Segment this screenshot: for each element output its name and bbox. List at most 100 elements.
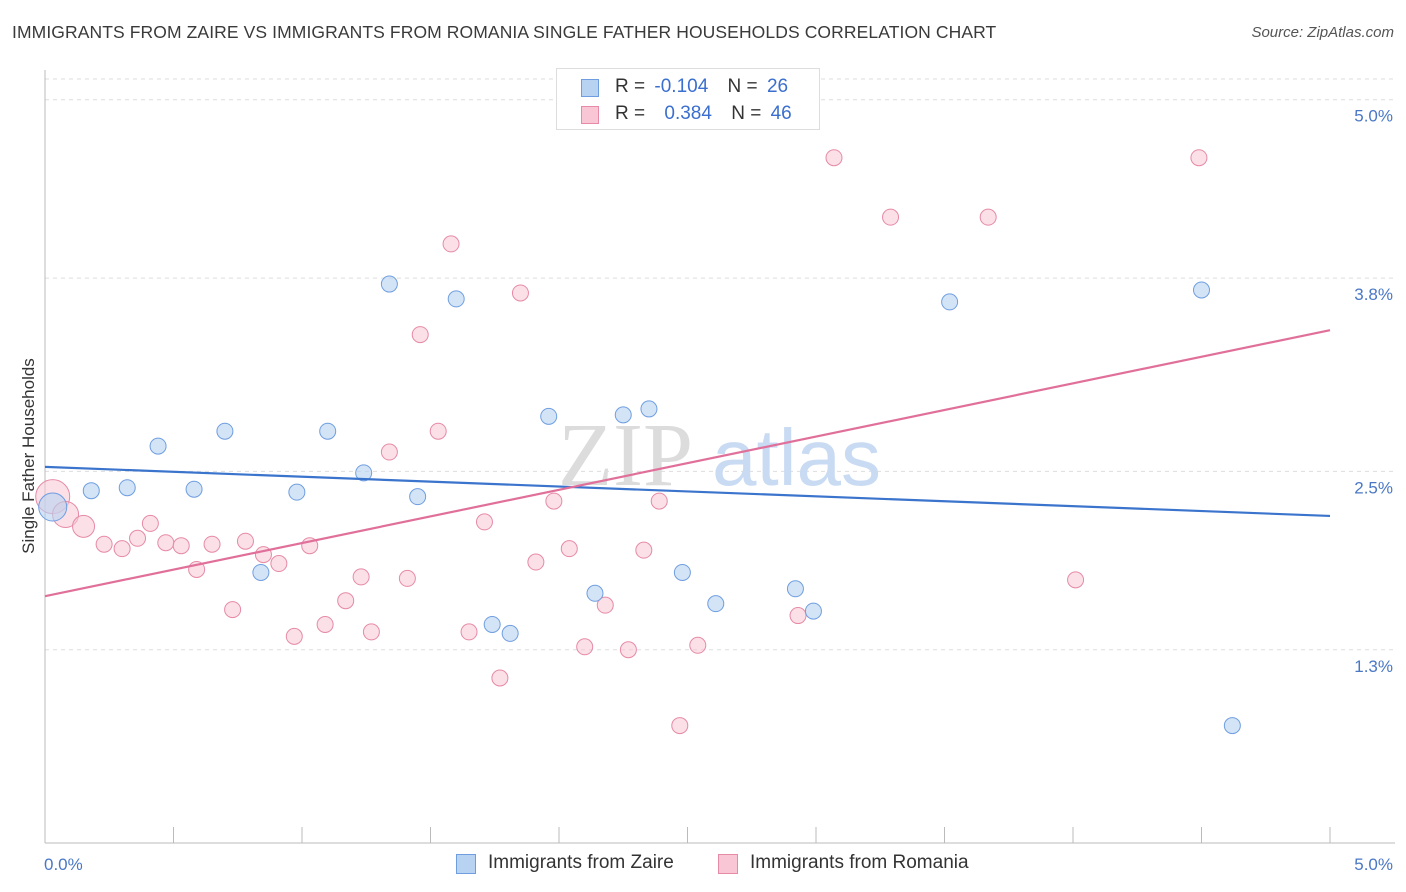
trend-line-zaire — [44, 465, 1331, 518]
point-zaire — [288, 483, 306, 501]
point-romania — [789, 607, 807, 625]
point-zaire — [82, 482, 100, 500]
point-romania — [527, 553, 545, 571]
point-romania — [352, 568, 370, 586]
y-tick-label: 1.3% — [1354, 657, 1393, 676]
axes — [44, 70, 1395, 844]
point-zaire — [540, 407, 558, 425]
point-romania — [380, 443, 398, 461]
point-zaire — [409, 488, 427, 506]
point-romania — [270, 555, 288, 573]
point-romania — [316, 615, 334, 633]
point-romania — [596, 596, 614, 614]
legend-r-value: 0.384 — [664, 103, 712, 124]
chart-title: IMMIGRANTS FROM ZAIRE VS IMMIGRANTS FROM… — [12, 22, 997, 42]
y-tick-label: 3.8% — [1354, 285, 1393, 304]
legend-swatch-romania — [718, 854, 738, 874]
point-romania — [411, 326, 429, 344]
legend-swatch-romania — [581, 106, 599, 124]
point-romania — [1067, 571, 1085, 589]
point-romania — [113, 540, 131, 558]
grid-lines — [45, 78, 1395, 651]
point-zaire — [319, 422, 337, 440]
point-romania — [545, 492, 563, 510]
point-zaire — [707, 595, 725, 613]
point-romania — [650, 492, 668, 510]
point-zaire — [640, 400, 658, 418]
point-romania — [236, 532, 254, 550]
legend-n-value: 26 — [766, 76, 789, 97]
series-zaire — [38, 275, 1241, 735]
point-romania — [511, 284, 529, 302]
point-zaire — [118, 479, 136, 497]
point-romania — [203, 535, 221, 553]
point-romania — [72, 514, 96, 538]
watermark-atlas: atlas — [712, 413, 881, 502]
legend-r-value: -0.104 — [654, 76, 709, 97]
point-romania — [285, 627, 303, 645]
point-zaire — [149, 437, 167, 455]
legend-label-zaire: Immigrants from Zaire — [488, 852, 674, 873]
point-romania — [1190, 149, 1208, 167]
point-zaire — [483, 615, 501, 633]
legend-n-value: 46 — [770, 103, 792, 124]
point-romania — [475, 513, 493, 531]
series-romania — [35, 149, 1208, 735]
point-romania — [560, 540, 578, 558]
trend-lines — [44, 329, 1331, 598]
point-romania — [576, 638, 594, 656]
stats-legend: R = -0.104 N = 26 R = 0.384 N = 46 — [556, 68, 820, 130]
point-romania — [157, 534, 175, 552]
point-romania — [671, 717, 689, 735]
tick-labels: 1.3% 2.5% 3.8% 5.0% 0.0% 5.0% — [44, 107, 1393, 874]
source-label: Source: ZipAtlas.com — [1251, 24, 1394, 41]
point-zaire — [185, 480, 203, 498]
point-zaire — [1223, 717, 1241, 735]
point-zaire — [1193, 281, 1210, 299]
point-romania — [95, 535, 113, 553]
point-zaire — [380, 275, 398, 293]
y-axis-title: Single Father Households — [19, 358, 38, 554]
point-romania — [635, 541, 653, 559]
x-tick-label: 0.0% — [44, 855, 83, 874]
point-romania — [362, 623, 380, 641]
point-romania — [442, 235, 460, 253]
point-zaire — [38, 492, 68, 522]
point-romania — [619, 641, 637, 659]
trend-line-romania — [44, 329, 1331, 598]
point-zaire — [216, 422, 234, 440]
legend-n-label: N = — [727, 76, 758, 97]
legend-n-label: N = — [731, 103, 762, 124]
legend-swatch-zaire — [581, 79, 599, 97]
legend-label-romania: Immigrants from Romania — [750, 852, 969, 873]
point-romania — [825, 149, 843, 167]
point-zaire — [586, 584, 604, 602]
point-romania — [429, 422, 447, 440]
point-romania — [460, 623, 478, 641]
point-zaire — [447, 290, 465, 308]
legend-swatch-zaire — [456, 854, 476, 874]
point-romania — [882, 208, 900, 226]
point-romania — [172, 537, 190, 555]
point-romania — [398, 569, 416, 587]
legend-r-label: R = — [615, 103, 646, 124]
point-zaire — [786, 580, 804, 598]
y-tick-label: 5.0% — [1354, 107, 1393, 126]
point-zaire — [614, 406, 632, 424]
x-tick-label: 5.0% — [1354, 855, 1393, 874]
point-romania — [141, 514, 159, 532]
legend-r-label: R = — [615, 76, 646, 97]
point-zaire — [252, 563, 270, 581]
point-zaire — [501, 624, 519, 642]
point-romania — [129, 529, 147, 547]
point-zaire — [673, 563, 691, 581]
point-romania — [979, 208, 997, 226]
point-zaire — [355, 464, 373, 482]
point-zaire — [941, 293, 959, 311]
point-romania — [337, 592, 355, 610]
y-tick-label: 2.5% — [1354, 478, 1393, 497]
point-romania — [224, 601, 242, 619]
point-romania — [689, 636, 707, 654]
point-romania — [491, 669, 509, 687]
